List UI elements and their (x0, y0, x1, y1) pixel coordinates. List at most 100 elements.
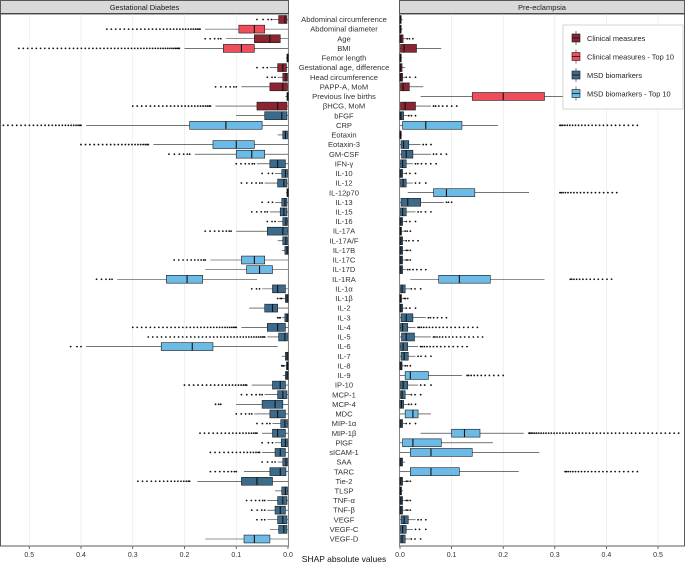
right-outlier-point (631, 124, 634, 127)
left-outlier-point (169, 28, 172, 31)
right-outlier-point (418, 326, 421, 329)
right-box-group (399, 226, 412, 236)
feature-label: IL-9 (337, 371, 350, 380)
right-outlier-point (432, 316, 435, 319)
left-outlier-point (173, 336, 176, 338)
right-outlier-point (414, 393, 416, 396)
left-outlier-point (204, 105, 207, 107)
right-box (400, 323, 409, 332)
right-outlier-point (406, 249, 409, 252)
left-outlier-point (261, 172, 264, 175)
right-box-group (400, 313, 448, 322)
right-tick-label: 0.0 (395, 552, 405, 559)
left-outlier-point (144, 143, 147, 146)
left-box-group (285, 92, 289, 101)
left-outlier-point (221, 384, 224, 386)
left-box (256, 101, 288, 111)
right-outlier-point (614, 470, 617, 473)
left-outlier-point (169, 336, 172, 338)
right-outlier-point (631, 470, 634, 473)
right-box-group (399, 24, 403, 34)
right-outlier-point (435, 162, 438, 165)
left-box (241, 255, 266, 265)
left-outlier-point (95, 278, 98, 281)
left-box (281, 169, 288, 178)
left-outlier-point (193, 105, 196, 107)
right-outlier-point (432, 105, 435, 107)
left-outlier-point (64, 47, 67, 50)
feature-label: VEGF-D (330, 535, 359, 544)
left-panel-frame (0, 13, 289, 547)
right-outlier-point (569, 191, 572, 194)
right-outlier-point (571, 470, 574, 473)
left-outlier-point (209, 230, 211, 233)
right-outlier-point (564, 191, 567, 194)
left-outlier-point (151, 28, 154, 31)
left-outlier-point (208, 105, 211, 107)
left-box-group (240, 178, 288, 188)
right-outlier-point (634, 432, 637, 435)
right-outlier-point (535, 432, 538, 435)
left-box-group (277, 130, 288, 140)
left-outlier-point (180, 105, 183, 107)
left-outlier-point (181, 336, 184, 338)
left-outlier-point (226, 326, 229, 329)
left-outlier-point (127, 28, 130, 31)
right-outlier-point (450, 201, 453, 204)
right-outlier-point (414, 172, 417, 175)
right-outlier-point (583, 191, 585, 194)
left-outlier-point (154, 480, 157, 483)
left-box-group (137, 477, 288, 486)
left-outlier-point (257, 336, 260, 338)
left-box-group (285, 188, 289, 197)
right-outlier-point (436, 345, 438, 348)
left-outlier-point (185, 480, 188, 483)
right-outlier-point (427, 316, 430, 319)
right-outlier-point (414, 220, 417, 223)
left-outlier-point (271, 441, 274, 444)
left-tick-label: 0.2 (180, 552, 190, 559)
left-outlier-point (224, 326, 226, 329)
right-outlier-point (545, 432, 547, 435)
right-box-group (410, 275, 613, 284)
right-box-group (399, 236, 419, 246)
left-panel-strip (0, 0, 289, 14)
right-outlier-point (406, 37, 409, 40)
right-outlier-point (443, 345, 446, 348)
right-outlier-point (587, 470, 590, 473)
left-outlier-point (209, 326, 212, 329)
left-outlier-point (177, 336, 180, 338)
right-outlier-point (424, 182, 427, 184)
right-outlier-point (408, 37, 411, 40)
right-outlier-point (405, 76, 408, 79)
right-box-group (400, 390, 422, 399)
left-outlier-point (187, 480, 190, 483)
left-box-group (266, 217, 288, 226)
left-outlier-point (192, 28, 195, 31)
right-outlier-point (408, 307, 411, 310)
right-box (433, 188, 476, 197)
right-tick-label: 0.1 (447, 552, 457, 559)
right-outlier-point (642, 432, 645, 435)
left-outlier-point (261, 201, 264, 204)
left-outlier-point (197, 336, 200, 338)
feature-label: Abdominal circumference (301, 15, 387, 24)
left-outlier-point (262, 18, 264, 21)
left-outlier-point (190, 259, 193, 261)
right-outlier-point (417, 211, 419, 213)
left-outlier-point (198, 28, 200, 31)
right-outlier-point (451, 336, 454, 338)
left-box-group (235, 159, 288, 169)
left-outlier-point (271, 461, 274, 463)
right-outlier-point (405, 307, 408, 310)
left-outlier-point (182, 480, 185, 483)
left-outlier-point (99, 47, 102, 50)
right-outlier-point (476, 336, 479, 338)
right-outlier-point (405, 509, 408, 512)
left-box-group (236, 111, 288, 120)
right-outlier-point (588, 432, 591, 435)
left-outlier-point (131, 105, 134, 107)
left-outlier-point (271, 201, 274, 204)
left-outlier-point (131, 143, 133, 146)
